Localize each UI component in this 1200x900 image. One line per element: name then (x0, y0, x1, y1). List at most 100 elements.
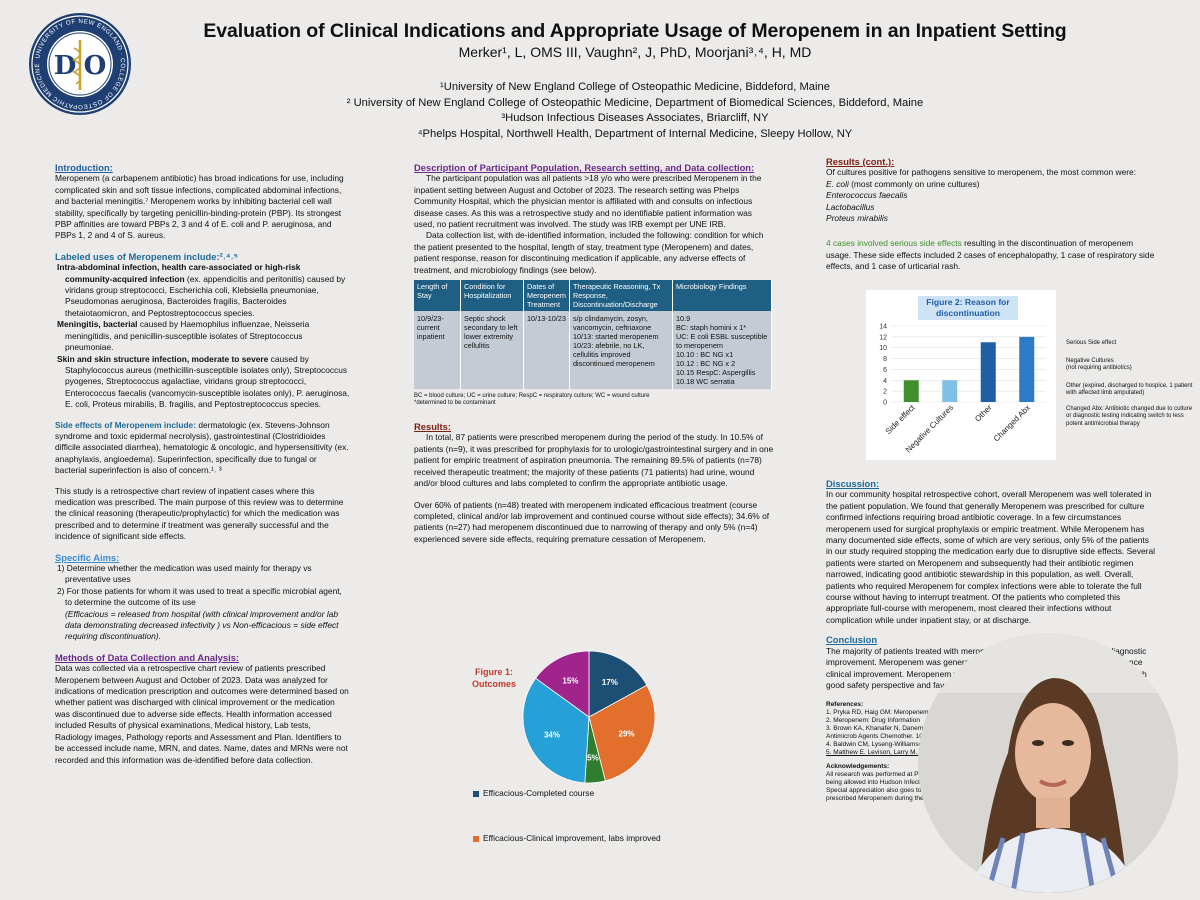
references-heading: References: (826, 701, 864, 709)
legend-swatch (473, 790, 479, 797)
results-cont-heading: Results (cont.): (826, 156, 895, 167)
labeled-use-item: Meningitis, bacterial caused by Haemophi… (55, 319, 350, 353)
college-seal-logo: D O UNIVERSITY OF NEW ENGLAND · COLLEGE … (28, 12, 131, 115)
population-heading: Description of Participant Population, R… (414, 162, 755, 173)
figure2-note: Changed Abx: Antibiotic changed due to c… (1066, 405, 1193, 427)
methods-section: Methods of Data Collection and Analysis:… (55, 652, 350, 766)
x-tick-label: Other (973, 403, 994, 424)
figure2-chart: 0 2 4 6 8 10 12 14 Side effect Negative Cultures O… (866, 290, 1056, 460)
table-cell: Septic shock secondary to left lower ext… (460, 311, 524, 390)
side-effects-heading: Side effects of Meropenem include: (55, 419, 197, 430)
y-tick-label: 8 (883, 356, 887, 363)
y-tick-label: 6 (883, 367, 887, 374)
affiliation: ⁴Phelps Hospital, Northwell Health, Depa… (417, 127, 853, 140)
side-effects-text: Side effects of Meropenem include: derma… (55, 420, 350, 477)
column-left: Introduction: Meropenem (a carbapenem an… (55, 162, 350, 775)
side-effects-body: dermatologic (ex. Stevens-Johnson syndro… (55, 419, 349, 476)
pie-slice (535, 650, 590, 718)
labeled-use-text: caused by Staphylococcus aureus (methici… (65, 353, 350, 410)
patient-table: Length of Stay Condition for Hospitaliza… (414, 280, 773, 390)
ack-heading: Acknowledgements: (826, 763, 890, 771)
aims-heading: Specific Aims: (55, 551, 120, 563)
discussion-heading: Discussion: (826, 478, 880, 489)
labeled-use-lead: Meningitis, bacterial (57, 319, 138, 330)
conclusion-heading: Conclusion (826, 634, 878, 646)
affiliations: ¹University of New England College of Os… (140, 80, 1130, 142)
presenter-video-image (918, 633, 1178, 893)
affiliation: ² University of New England College of O… (346, 96, 924, 109)
pie-slice (588, 684, 656, 782)
organism-item: E. coli (most commonly on urine cultures… (826, 179, 1156, 190)
table-footnote: BC = blood culture; UC = urine culture; … (414, 393, 650, 407)
column-right: Results (cont.): Of cultures positive fo… (826, 156, 1156, 802)
table-header: Therapeutic Reasoning, Tx Response, Disc… (569, 280, 673, 312)
intro-text: Meropenem (a carbapenem antibiotic) has … (55, 173, 344, 241)
pie-slice (588, 650, 648, 718)
figure2-note: Other (expired, discharged to hospice, 1… (1066, 382, 1193, 397)
outcomes-pie-chart: 17% 29% 5% 34% 15% (522, 650, 656, 784)
bar (1019, 336, 1035, 402)
table-header: Dates of Meropenem Treatment (523, 280, 570, 312)
labeled-use-lead: Skin and skin structure infection, moder… (57, 353, 269, 364)
discussion-text: In our community hospital retrospective … (826, 489, 1155, 625)
intro-heading: Introduction: (55, 162, 113, 173)
legend-label: Efficacious-Completed course (483, 788, 595, 798)
pie-slice-label: 34% (544, 730, 560, 739)
poster-title: Evaluation of Clinical Indications and A… (203, 20, 1067, 42)
pie-slice-label: 17% (602, 678, 618, 687)
aims-note: (Efficacious = released from hospital (w… (65, 608, 339, 642)
results-section: Results: In total, 87 patients were pres… (414, 421, 774, 545)
table-header: Microbiology Findings (672, 280, 773, 312)
bar (942, 380, 958, 402)
pie-slice (522, 677, 590, 784)
organism-name: E. coli (826, 178, 849, 189)
bar (903, 380, 919, 402)
side-effect-count: 4 cases involved serious side effects (826, 238, 962, 249)
labeled-use-text: (ex. appendicitis and peritonitis) cause… (65, 273, 346, 318)
results-outcomes-text: Over 60% of patients (n=48) treated with… (414, 499, 770, 544)
column-middle: Description of Participant Population, R… (414, 162, 774, 554)
labeled-use-lead: Intra-abdominal infection, health care-a… (57, 262, 301, 284)
legend-label: Efficacious-Clinical improvement, labs i… (483, 833, 661, 843)
aim-item: 1) Determine whether the medication was … (57, 563, 312, 585)
figure2-note: Serious Side effect (1066, 340, 1117, 346)
organism-name: Lactobacillus (826, 201, 875, 212)
aims-section: Specific Aims: 1) Determine whether the … (55, 552, 350, 643)
pie-legend-item: Efficacious-Clinical improvement, labs i… (473, 833, 661, 843)
intro-section: Introduction: Meropenem (a carbapenem an… (55, 162, 350, 242)
aim-item: 2) For those patients for whom it was us… (57, 585, 342, 608)
pie-slice-label: 15% (562, 677, 578, 686)
results-cont-intro: Of cultures positive for pathogens sensi… (826, 167, 1137, 178)
labeled-uses-heading: Labeled uses of Meropenem include:²˒⁴˒⁵ (55, 250, 239, 262)
results-cont-section: Results (cont.): Of cultures positive fo… (826, 156, 1156, 273)
labeled-uses-section: Labeled uses of Meropenem include:²˒⁴˒⁵ … (55, 251, 350, 411)
results-text: In total, 87 patients were prescribed me… (414, 432, 774, 489)
pie-slice-label: 5% (587, 754, 599, 763)
table-cell: s/p clindamycin, zosyn, vancomycin, ceft… (569, 311, 673, 390)
pie-slice-label: 29% (619, 729, 635, 738)
y-tick-label: 10 (879, 345, 887, 352)
presenter-video-overlay (918, 633, 1178, 893)
y-tick-label: 2 (883, 389, 887, 396)
table-header: Length of Stay (414, 280, 461, 312)
figure2-title: Figure 2: Reason for discontinuation (918, 296, 1018, 320)
table-cell: 10/9/23- current inpatient (414, 311, 461, 390)
data-collection-text: Data collection list, with de-identified… (414, 230, 764, 275)
organism-name: Enterococcus faecalis (826, 190, 908, 201)
y-tick-label: 12 (879, 334, 887, 341)
y-tick-label: 4 (883, 378, 887, 385)
table-cell: 10.9 BC: staph homini x 1* UC: E coli ES… (672, 311, 773, 390)
figure1-title: Figure 1: Outcomes (471, 667, 516, 689)
y-tick-label: 0 (883, 400, 887, 407)
population-text: The participant population was all patie… (414, 173, 762, 230)
affiliation: ³Hudson Infectious Diseases Associates, … (501, 112, 769, 124)
logo-letter-o: O (84, 51, 107, 81)
table-cell: 10/13-10/23 (523, 311, 570, 390)
side-effect-results: 4 cases involved serious side effects re… (826, 238, 1156, 272)
organism-name: Proteus mirabilis (826, 213, 888, 224)
side-effect-detail: resulting in the discontinuation of mero… (826, 238, 1155, 272)
logo-letter-d: D (54, 51, 77, 81)
labeled-use-item: Skin and skin structure infection, moder… (55, 354, 350, 411)
labeled-use-item: Intra-abdominal infection, health care-a… (55, 262, 350, 319)
x-tick-label: Changed Abx (992, 403, 1032, 443)
